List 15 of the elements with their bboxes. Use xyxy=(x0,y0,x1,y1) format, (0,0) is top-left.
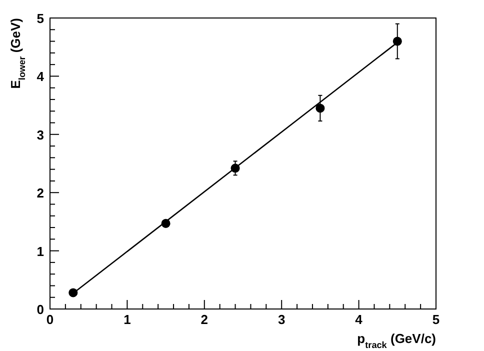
x-tick-label: 3 xyxy=(278,312,286,327)
y-tick-label: 0 xyxy=(36,302,44,317)
x-axis-title: p$_{track}$ (GeV/c) xyxy=(357,331,436,350)
y-tick-label: 4 xyxy=(36,69,45,84)
y-tick-label: 5 xyxy=(36,11,44,26)
y-tick-label: 3 xyxy=(36,127,44,142)
y-tick-label: 2 xyxy=(36,186,44,201)
point xyxy=(392,36,402,46)
x-tick-label: 2 xyxy=(200,312,208,327)
x-tick-label: 5 xyxy=(432,312,440,327)
y-tick-label: 1 xyxy=(36,244,44,259)
x-tick-label: 4 xyxy=(355,312,364,327)
point xyxy=(316,104,325,113)
x-tick-label: 0 xyxy=(46,312,54,327)
x-tick-label: 1 xyxy=(124,312,131,327)
